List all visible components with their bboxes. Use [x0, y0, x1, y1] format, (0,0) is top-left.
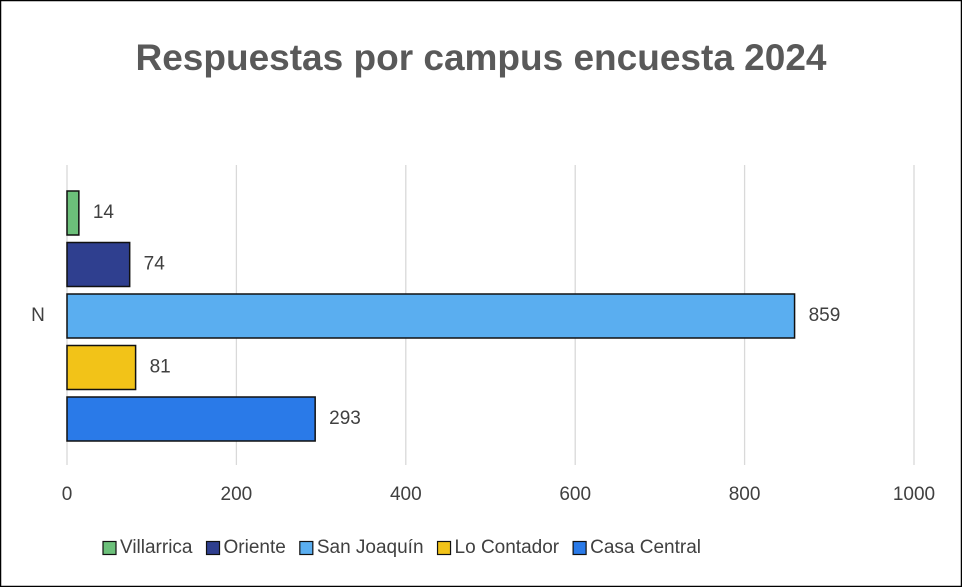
bar — [66, 241, 131, 288]
x-tick-label: 600 — [559, 484, 591, 505]
x-tick-label: 1000 — [893, 484, 935, 505]
data-label: 14 — [93, 202, 115, 223]
legend-swatch — [572, 540, 587, 556]
legend-swatch — [205, 540, 221, 556]
legend-swatch — [102, 540, 117, 556]
x-tick-label: 200 — [221, 484, 253, 505]
legend-swatch — [436, 540, 452, 556]
legend-label: San Joaquín — [317, 537, 424, 558]
legend-label: Lo Contador — [455, 537, 560, 558]
bar — [66, 396, 316, 442]
data-label: 81 — [150, 357, 171, 378]
x-tick-label: 0 — [62, 484, 73, 505]
bar — [66, 190, 80, 236]
data-label: 859 — [809, 305, 841, 326]
data-label: 293 — [329, 408, 361, 429]
bar — [66, 293, 796, 339]
bar — [66, 344, 137, 391]
legend-label: Casa Central — [590, 537, 701, 558]
data-label: 74 — [144, 254, 166, 275]
x-tick-label: 400 — [390, 484, 422, 505]
legend-label: Oriente — [224, 537, 286, 558]
y-tick-label: N — [31, 305, 45, 326]
x-tick-label: 800 — [729, 484, 761, 505]
legend-swatch — [299, 540, 314, 556]
chart-title: Respuestas por campus encuesta 2024 — [135, 37, 827, 78]
legend-label: Villarrica — [120, 537, 193, 558]
